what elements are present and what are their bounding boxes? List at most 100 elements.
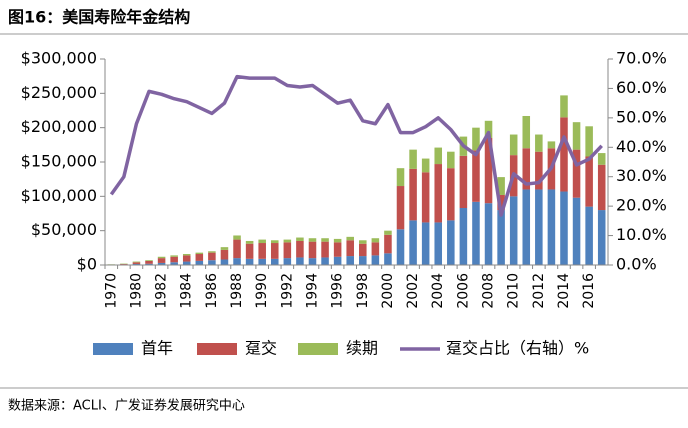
legend-swatch [298,343,338,355]
y2-tick-label: 60.0% [616,78,667,97]
bar [585,126,593,157]
x-tick-label: 2012 [531,273,547,309]
bar [208,260,216,265]
bar [359,243,367,257]
x-tick-label: 1970 [103,273,119,309]
bar [572,149,581,198]
bar [572,197,581,265]
legend-swatch [197,343,237,355]
x-tick-label: 1980 [128,273,144,309]
bar [220,249,229,260]
bar [258,243,266,259]
bar [195,252,204,255]
bar [233,235,241,240]
bar [459,155,468,209]
x-tick-label: 2002 [405,273,421,309]
legend-label: 趸交 [245,339,277,358]
bar [170,255,178,257]
y2-tick-label: 70.0% [616,49,667,68]
bar [459,208,468,265]
bar [560,117,568,192]
bar [270,243,279,259]
x-tick-label: 2016 [581,273,597,309]
bar [195,254,204,261]
y2-tick-label: 0.0% [616,255,657,274]
bar [434,147,443,165]
x-tick-label: 1996 [330,273,346,309]
bar [245,258,254,265]
bar [560,191,568,265]
bar [296,257,304,265]
bar [547,189,556,265]
bar [535,151,543,190]
x-tick-label: 1994 [304,273,320,309]
bar [472,150,480,202]
bar [509,134,518,156]
bar [522,148,531,190]
bar [447,168,455,221]
bar [132,262,141,264]
bar [472,127,480,151]
bar [384,230,392,235]
bar [157,262,166,265]
y-tick-label: $250,000 [21,83,97,102]
bar [170,262,178,265]
bar [509,196,518,265]
x-tick-label: 1986 [204,273,220,309]
bar [195,260,204,265]
bar [296,240,304,258]
bar [208,252,216,261]
bar [182,261,191,265]
x-tick-label: 1992 [279,273,295,309]
bar [359,240,367,244]
bar [145,260,153,264]
x-tick-label: 2000 [380,273,396,309]
x-tick-label: 2010 [506,273,522,309]
bar [421,172,430,223]
bar [296,237,304,241]
bar [396,168,405,187]
bar [434,164,443,223]
bar [434,222,443,265]
bar [497,194,505,211]
bar [220,259,229,265]
bar [346,240,354,257]
bar [308,241,317,259]
bar [421,158,430,173]
bar [447,151,455,169]
x-tick-label: 2008 [481,273,497,309]
bar [359,256,367,265]
bar [132,263,141,265]
bar [170,256,178,263]
x-tick-label: 1990 [254,273,270,309]
source: 数据来源：ACLI、广发证券发展研究中心 [8,398,245,414]
bar [283,242,292,259]
bar [220,247,229,250]
bar [157,258,166,263]
bar [245,240,254,244]
line [109,74,603,217]
bar [597,164,606,211]
y-tick-label: $100,000 [21,186,97,205]
bar [371,255,380,265]
bar [132,261,141,263]
bar [535,189,543,265]
bar [447,220,455,265]
bar [333,242,342,257]
bar [409,220,417,265]
bar [597,210,606,265]
bar [535,134,543,152]
bar [522,115,531,149]
y2-tick-label: 30.0% [616,166,667,185]
y-tick-label: $150,000 [21,152,97,171]
bar [371,242,380,256]
bar [321,238,329,242]
y-tick-label: $200,000 [21,117,97,136]
x-tick-label: 1984 [179,273,195,309]
bar [409,168,417,221]
bar [396,229,405,265]
bar [346,236,354,241]
bar [371,238,380,243]
bar [321,257,329,265]
